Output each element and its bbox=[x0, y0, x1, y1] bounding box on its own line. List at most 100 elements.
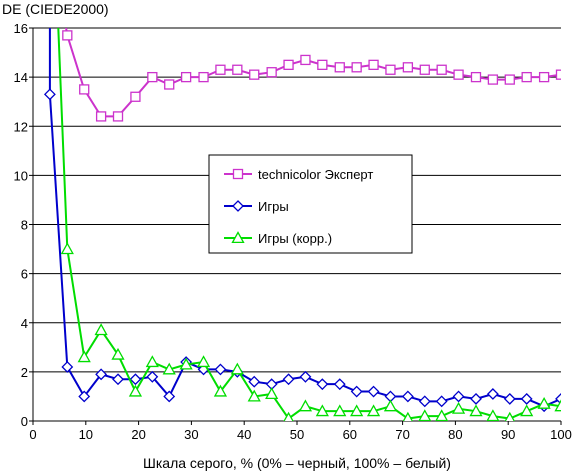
data-point bbox=[79, 84, 90, 95]
data-point bbox=[504, 74, 515, 85]
data-point bbox=[351, 62, 362, 73]
legend-label: technicolor Эксперт bbox=[258, 167, 373, 182]
data-point bbox=[402, 411, 414, 421]
data-point bbox=[95, 111, 107, 122]
x-tick-label: 0 bbox=[29, 427, 36, 442]
data-point bbox=[453, 69, 464, 80]
data-point bbox=[383, 399, 398, 412]
x-tick-label: 20 bbox=[131, 427, 145, 442]
x-tick-label: 40 bbox=[237, 427, 251, 442]
data-point bbox=[418, 409, 432, 421]
axes bbox=[29, 27, 562, 425]
data-point bbox=[520, 392, 533, 405]
data-point bbox=[350, 385, 363, 398]
data-point bbox=[385, 64, 396, 75]
data-point bbox=[333, 404, 347, 417]
data-point bbox=[196, 355, 211, 368]
series-layer bbox=[43, 28, 561, 421]
data-point bbox=[486, 409, 500, 421]
legend-marker bbox=[231, 231, 245, 244]
data-point bbox=[94, 323, 108, 336]
legend-entry: technicolor Эксперт bbox=[224, 167, 373, 182]
data-point bbox=[213, 384, 228, 397]
data-point bbox=[315, 404, 329, 417]
data-point bbox=[61, 361, 74, 373]
data-point bbox=[554, 399, 561, 412]
data-point bbox=[230, 362, 244, 375]
data-point bbox=[179, 357, 193, 370]
series-1 bbox=[62, 28, 561, 122]
data-point bbox=[283, 411, 294, 421]
data-point bbox=[147, 71, 158, 83]
data-point bbox=[164, 79, 175, 90]
y-tick-label: 8 bbox=[21, 218, 28, 233]
data-point bbox=[146, 370, 159, 383]
data-point bbox=[111, 347, 125, 360]
data-point bbox=[248, 375, 261, 388]
data-point bbox=[470, 71, 482, 83]
data-point bbox=[555, 392, 561, 405]
data-point bbox=[368, 59, 379, 70]
data-point bbox=[62, 30, 73, 41]
data-point bbox=[232, 64, 243, 75]
data-point bbox=[283, 59, 294, 70]
data-point bbox=[198, 71, 209, 83]
data-point bbox=[435, 395, 448, 408]
data-point bbox=[43, 88, 56, 101]
legend-entry: Игры bbox=[224, 199, 289, 214]
data-point bbox=[145, 355, 159, 368]
y-tick-label: 0 bbox=[21, 414, 28, 429]
x-tick-label: 90 bbox=[501, 427, 515, 442]
y-tick-label: 10 bbox=[14, 168, 28, 183]
data-point bbox=[112, 373, 124, 386]
data-point bbox=[401, 390, 414, 403]
legend-label: Игры bbox=[258, 199, 289, 214]
data-point bbox=[435, 409, 449, 421]
data-point bbox=[60, 242, 74, 255]
data-point bbox=[95, 368, 108, 381]
series-3 bbox=[57, 28, 561, 421]
x-tick-label: 30 bbox=[184, 427, 198, 442]
data-point bbox=[538, 71, 550, 83]
data-point bbox=[247, 389, 261, 402]
data-point bbox=[299, 370, 312, 383]
data-point bbox=[520, 404, 534, 417]
data-point bbox=[402, 62, 414, 73]
data-point bbox=[436, 64, 447, 75]
data-point bbox=[163, 390, 176, 403]
data-point bbox=[78, 390, 91, 403]
y-tick-label: 14 bbox=[14, 70, 28, 85]
data-point bbox=[334, 62, 345, 73]
data-point bbox=[555, 69, 561, 80]
data-point bbox=[486, 388, 499, 400]
data-point bbox=[452, 390, 465, 403]
data-point bbox=[128, 384, 143, 397]
data-point bbox=[298, 399, 313, 412]
data-point bbox=[77, 350, 91, 363]
data-point bbox=[162, 362, 176, 375]
data-point bbox=[521, 71, 532, 83]
x-tick-label: 80 bbox=[448, 427, 462, 442]
x-tick-label: 100 bbox=[550, 427, 572, 442]
data-point bbox=[451, 401, 466, 414]
data-point bbox=[317, 59, 328, 70]
legend-entry: Игры (корр.) bbox=[224, 231, 332, 246]
series-2 bbox=[43, 28, 561, 413]
data-point bbox=[419, 64, 430, 75]
y-tick-label: 12 bbox=[14, 119, 28, 134]
data-point bbox=[333, 378, 346, 391]
data-point bbox=[249, 69, 260, 80]
x-axis-title: Шкала серого, % (0% – черный, 100% – бел… bbox=[143, 455, 451, 471]
data-point bbox=[470, 392, 482, 405]
data-point bbox=[265, 387, 279, 400]
data-point bbox=[504, 411, 515, 421]
data-point bbox=[418, 395, 431, 408]
data-point bbox=[350, 404, 364, 417]
data-point bbox=[366, 404, 381, 417]
x-tick-label: 50 bbox=[290, 427, 304, 442]
data-point bbox=[503, 392, 516, 405]
legend-marker bbox=[232, 200, 244, 212]
data-point bbox=[215, 64, 226, 75]
y-axis-title: DE (CIEDE2000) bbox=[2, 1, 109, 17]
